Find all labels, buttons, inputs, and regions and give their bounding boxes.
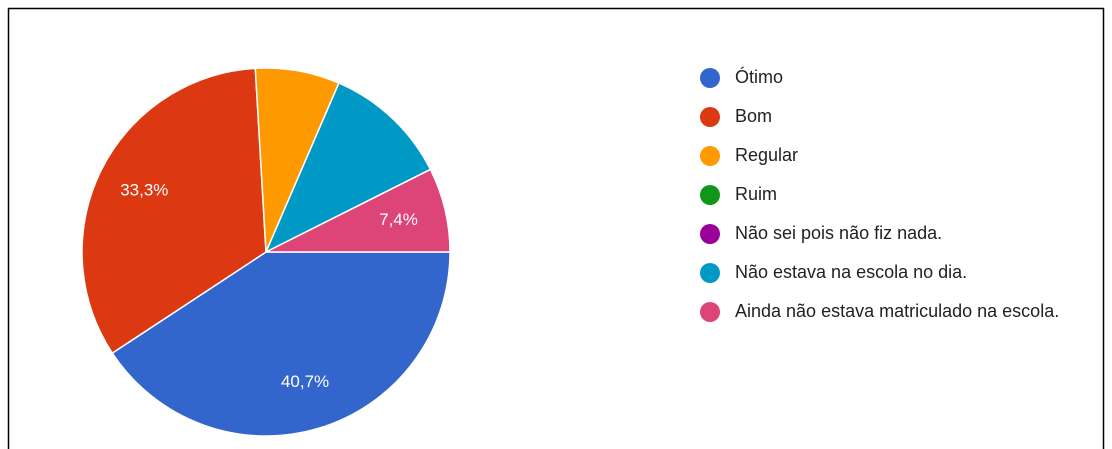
legend-label: Não estava na escola no dia.: [735, 262, 968, 282]
legend-label: Ótimo: [735, 67, 784, 87]
legend-item: Não sei pois não fiz nada.: [700, 214, 1100, 253]
legend-item: Regular: [700, 136, 1100, 175]
legend-item: Ainda não estava matriculado na escola.: [700, 292, 1100, 331]
legend-label: Ainda não estava matriculado na escola.: [735, 301, 1060, 321]
legend-item: Bom: [700, 97, 1100, 136]
legend-item: Ótimo: [700, 58, 1100, 97]
legend-swatch: [700, 107, 720, 127]
legend-swatch: [700, 302, 720, 322]
legend-label: Regular: [735, 145, 799, 165]
legend: Ótimo Bom Regular Ruim Não sei pois não fiz …: [700, 58, 1100, 331]
legend-label: Não sei pois não fiz nada.: [735, 223, 943, 243]
legend-item: Ruim: [700, 175, 1100, 214]
legend-label: Bom: [735, 106, 773, 126]
data-label: 40,7%: [281, 372, 329, 391]
pie-slice: [265, 168, 451, 253]
data-label: 7,4%: [379, 210, 418, 229]
legend-swatch: [700, 263, 720, 283]
legend-swatch: [700, 185, 720, 205]
legend-item: Não estava na escola no dia.: [700, 253, 1100, 292]
data-label: 33,3%: [120, 180, 168, 199]
legend-swatch: [700, 146, 720, 166]
legend-swatch: [700, 224, 720, 244]
legend-label: Ruim: [735, 184, 778, 204]
pie-slice: [264, 82, 432, 254]
frame: [7, 7, 1105, 449]
pie-slice: [81, 67, 267, 355]
legend-swatch: [700, 68, 720, 88]
